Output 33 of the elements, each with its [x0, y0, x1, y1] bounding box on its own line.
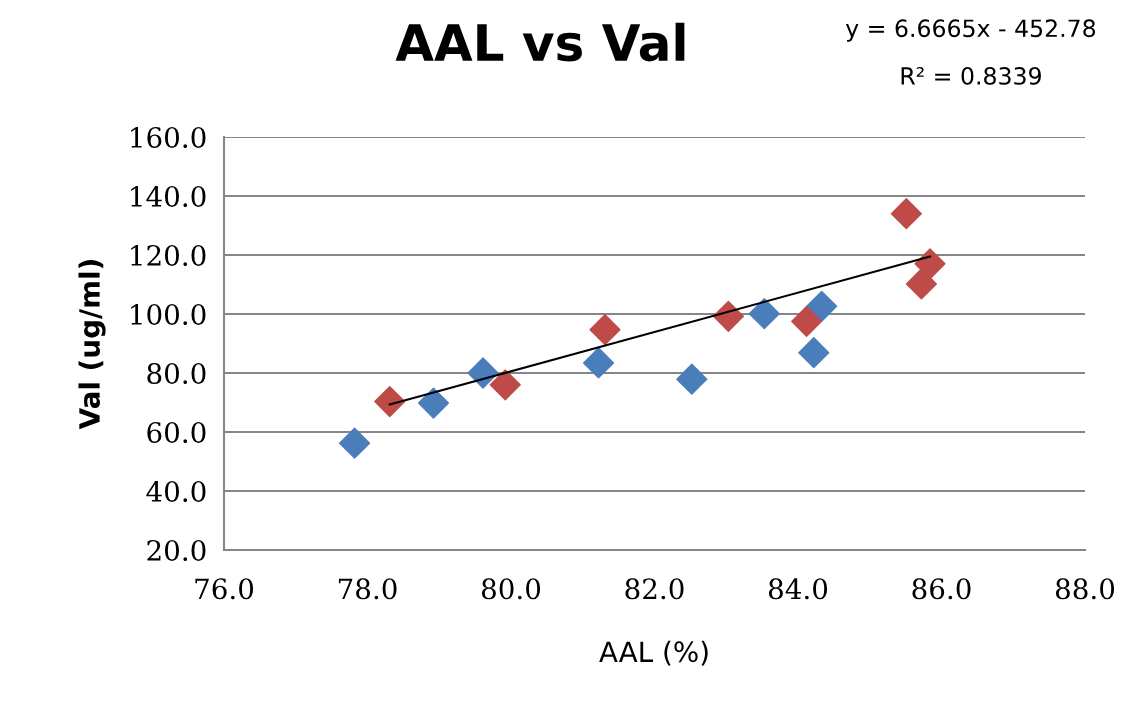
chart-title: AAL vs Val: [395, 22, 685, 62]
x-tick-label: 82.0: [625, 578, 684, 600]
x-tick-label: 88.0: [1055, 578, 1115, 600]
y-tick-label: 120.0: [131, 244, 206, 266]
y-tick-label: 20.0: [147, 539, 206, 561]
point: [890, 198, 922, 230]
x-tick-label: 80.0: [481, 578, 541, 600]
x-tick-label: 76.0: [195, 578, 254, 600]
text: y = 6.6665x - 452.78: [845, 19, 1096, 42]
y-tick-label: 160.0: [131, 126, 206, 148]
point: [676, 363, 708, 395]
point: [489, 369, 521, 401]
point: [417, 387, 450, 419]
point: [791, 305, 823, 337]
point: [374, 386, 406, 418]
x-tick-label: 86.0: [912, 578, 971, 600]
point: [748, 298, 780, 330]
y-tick-label: 100.0: [131, 303, 206, 325]
y-tick-label: 60.0: [147, 421, 206, 443]
point: [338, 427, 371, 459]
y-tick-label: 40.0: [146, 480, 206, 502]
y-tick-label: 140.0: [131, 185, 206, 207]
y-axis-title: Val (ug/ml): [78, 260, 106, 430]
point: [806, 290, 838, 322]
point: [905, 268, 937, 300]
y-tick-label: 80.0: [147, 362, 206, 384]
point: [798, 337, 830, 369]
point: [582, 347, 615, 379]
x-tick-label: 84.0: [768, 578, 828, 600]
text: R² = 0.8339: [901, 66, 1041, 85]
point: [589, 314, 621, 346]
x-axis-title: AAL (%): [599, 640, 708, 666]
x-tick-label: 78.0: [338, 578, 397, 600]
